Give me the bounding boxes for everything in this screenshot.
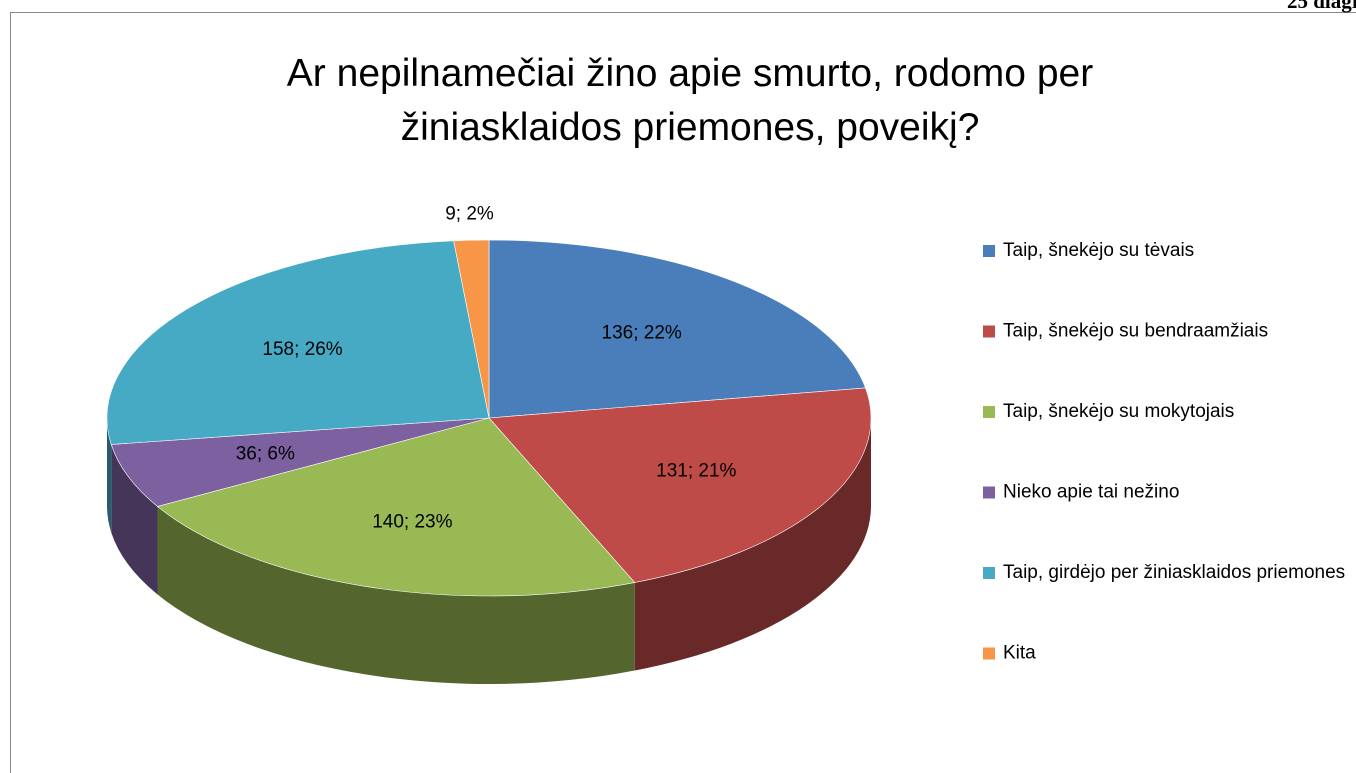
legend-swatch xyxy=(983,406,995,418)
data-label: 36; 6% xyxy=(236,443,295,464)
pie-slice xyxy=(110,417,490,507)
data-label: 131; 21% xyxy=(656,460,736,481)
data-label: 140; 23% xyxy=(372,511,452,532)
legend-label: Taip, šnekėjo su mokytojais xyxy=(1003,401,1234,422)
legend-label: Taip, šnekėjo su tėvais xyxy=(1003,240,1194,261)
legend-label: Taip, šnekėjo su bendraamžiais xyxy=(1003,321,1268,342)
chart-title: Ar nepilnamečiai žino apie smurto, rodom… xyxy=(287,52,1093,149)
legend-label: Kita xyxy=(1003,643,1036,664)
data-label: 136; 22% xyxy=(602,323,682,344)
pie-slice xyxy=(488,387,872,583)
pie-side xyxy=(107,418,112,533)
legend-swatch xyxy=(983,486,995,499)
pie-slice xyxy=(488,239,866,419)
pie-side xyxy=(111,444,158,595)
legend-swatch xyxy=(983,647,995,660)
legend-swatch xyxy=(983,245,995,257)
legend-swatch xyxy=(983,325,995,338)
legend-swatch xyxy=(983,567,995,579)
data-label: 9; 2% xyxy=(445,203,494,224)
pie-side xyxy=(157,506,635,684)
pie-slice xyxy=(156,417,636,597)
pie-sides xyxy=(107,418,871,684)
legend-label: Nieko apie tai nežino xyxy=(1003,482,1179,503)
pie-slice xyxy=(106,240,490,445)
legend-label: Taip, girdėjo per žiniasklaidos priemone… xyxy=(1003,562,1345,583)
pie-slice xyxy=(453,239,490,419)
pie-side xyxy=(634,418,871,671)
caption: 25 diagrama xyxy=(1287,0,1356,13)
data-label: 158; 26% xyxy=(262,339,342,360)
